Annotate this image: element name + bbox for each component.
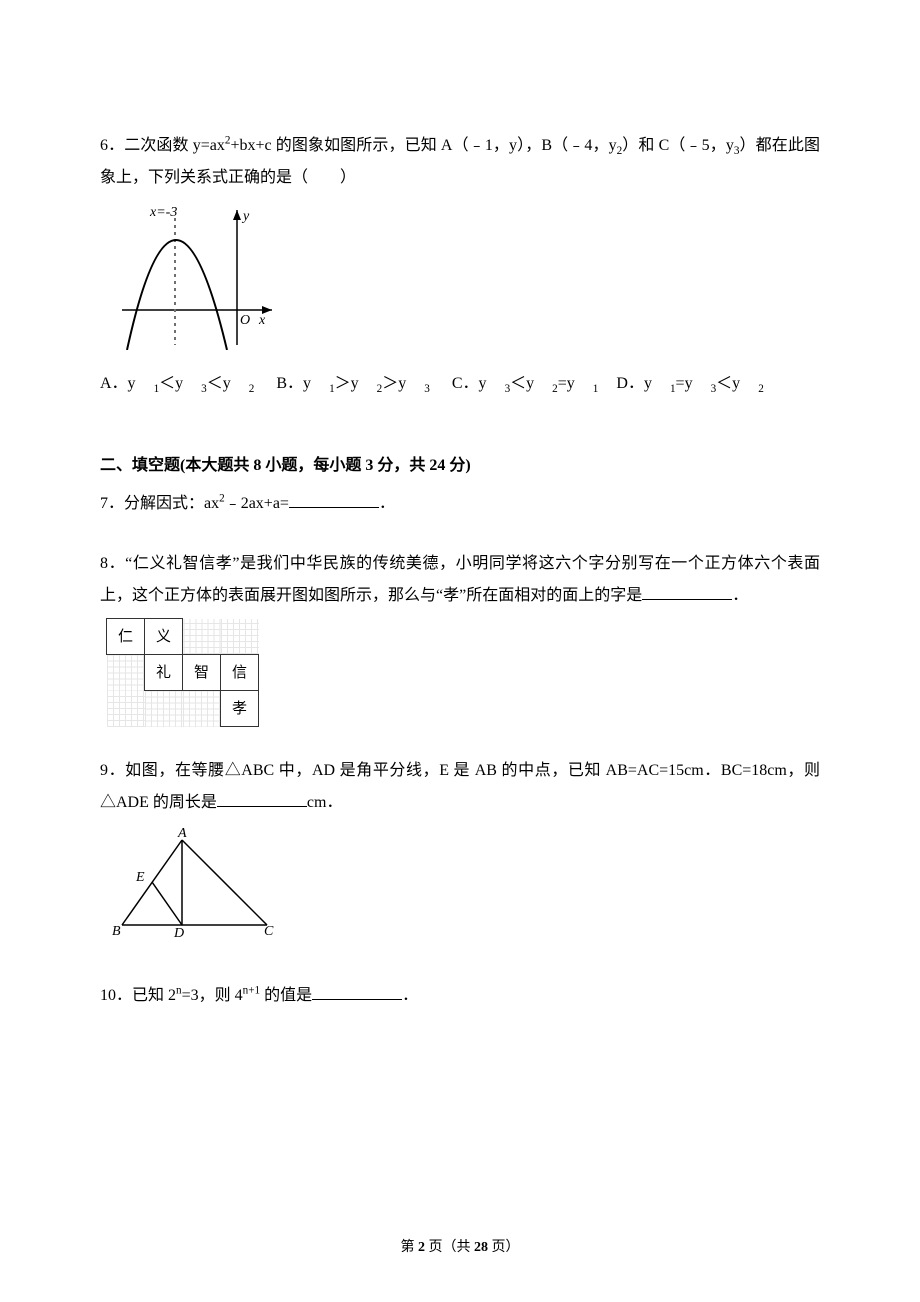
parabola-curve [127, 240, 227, 350]
label-b: B [112, 924, 121, 939]
net-cell-yi: 义 [145, 619, 183, 655]
label-e: E [135, 870, 145, 885]
q6-text: 6．二次函数 y=ax2+bx+c 的图象如图所示，已知 A（﹣1，y），B（﹣… [100, 130, 820, 194]
question-10: 10．已知 2n=3，则 4n+1 的值是． [100, 980, 820, 1012]
q9-text: 9．如图，在等腰△ABC 中，AD 是角平分线，E 是 AB 的中点，已知 AB… [100, 755, 820, 819]
q7-blank [289, 492, 379, 508]
question-7: 7．分解因式：ax2﹣2ax+a=． [100, 488, 820, 520]
net-cell-xiao: 孝 [221, 691, 259, 727]
origin-label: O [240, 313, 250, 328]
q8-blank [642, 584, 732, 600]
x-label: x [258, 313, 266, 328]
net-empty [107, 655, 145, 691]
q6-options: A．y1＜y3＜y2 B．y1＞y2＞y3 C．y3＜y2=y1 D．y1=y3＜… [100, 368, 820, 400]
axis-label-text: x=-3 [149, 205, 177, 220]
net-cell-li: 礼 [145, 655, 183, 691]
net-cell-zhi: 智 [183, 655, 221, 691]
net-empty [221, 619, 259, 655]
line-ca [182, 840, 267, 925]
parabola-svg: x=-3 y x O [112, 200, 282, 350]
question-6: 6．二次函数 y=ax2+bx+c 的图象如图所示，已知 A（﹣1，y），B（﹣… [100, 130, 820, 400]
net-empty [183, 619, 221, 655]
net-cell-ren: 仁 [107, 619, 145, 655]
q10-blank [312, 984, 402, 1000]
page-total: 28 [474, 1240, 488, 1255]
question-8: 8．“仁义礼智信孝”是我们中华民族的传统美德，小明同学将这六个字分别写在一个正方… [100, 548, 820, 727]
net-empty [145, 691, 183, 727]
question-9: 9．如图，在等腰△ABC 中，AD 是角平分线，E 是 AB 的中点，已知 AB… [100, 755, 820, 952]
label-c: C [264, 924, 274, 939]
line-ed [152, 882, 182, 925]
q8-text: 8．“仁义礼智信孝”是我们中华民族的传统美德，小明同学将这六个字分别写在一个正方… [100, 548, 820, 612]
option-c: C．y3＜y2=y1 [452, 375, 599, 392]
triangle-svg: A B C D E [112, 825, 282, 940]
net-empty [107, 691, 145, 727]
cube-net-table: 仁 义 礼 智 信 孝 [106, 618, 259, 727]
q9-triangle-graph: A B C D E [112, 825, 820, 952]
q7-text: 7．分解因式：ax2﹣2ax+a=． [100, 488, 820, 520]
net-cell-xin: 信 [221, 655, 259, 691]
option-a: A．y1＜y3＜y2 [100, 375, 254, 392]
net-empty [183, 691, 221, 727]
option-d: D．y1=y3＜y2 [616, 375, 763, 392]
section-2-heading: 二、填空题(本大题共 8 小题，每小题 3 分，共 24 分) [100, 450, 820, 482]
q6-parabola-graph: x=-3 y x O [112, 200, 820, 362]
label-d: D [173, 926, 184, 940]
option-b: B．y1＞y2＞y3 [276, 375, 430, 392]
y-arrow-icon [233, 210, 241, 220]
page-footer: 第 2 页（共 28 页） [0, 1234, 920, 1262]
page-number: 2 [418, 1240, 425, 1255]
q9-blank [217, 791, 307, 807]
label-a: A [177, 826, 187, 841]
q10-text: 10．已知 2n=3，则 4n+1 的值是． [100, 980, 820, 1012]
y-label: y [241, 209, 250, 224]
